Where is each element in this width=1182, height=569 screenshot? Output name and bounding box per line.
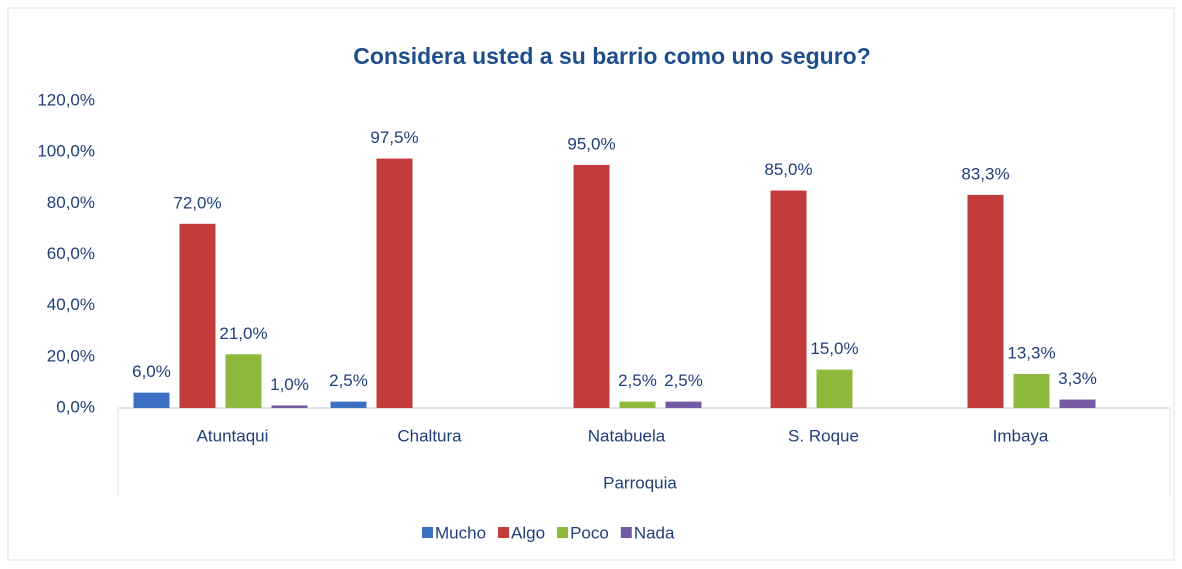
x-tick-label: S. Roque	[788, 426, 859, 445]
data-label: 83,3%	[961, 164, 1009, 183]
x-tick-label: Imbaya	[993, 426, 1049, 445]
legend-swatch	[498, 527, 510, 538]
legend-label: Mucho	[435, 523, 486, 542]
y-tick-label: 100,0%	[37, 142, 95, 161]
x-tick-label: Natabuela	[588, 426, 666, 445]
bar	[179, 223, 216, 408]
data-label: 3,3%	[1058, 369, 1097, 388]
data-label: 1,0%	[270, 375, 309, 394]
bar	[225, 354, 262, 408]
bar	[967, 194, 1004, 408]
chart-title: Considera usted a su barrio como uno seg…	[353, 43, 871, 69]
x-tick-label: Chaltura	[397, 426, 462, 445]
y-tick-label: 0,0%	[56, 397, 95, 416]
bar	[376, 158, 413, 408]
bar	[271, 405, 308, 408]
data-label: 2,5%	[664, 371, 703, 390]
data-label: 85,0%	[764, 160, 812, 179]
bar	[619, 401, 656, 408]
data-label: 13,3%	[1007, 343, 1055, 362]
bar	[1013, 373, 1050, 408]
data-label: 97,5%	[370, 128, 418, 147]
data-label: 72,0%	[173, 193, 221, 212]
bar	[665, 401, 702, 408]
data-label: 2,5%	[329, 371, 368, 390]
bar	[816, 369, 853, 408]
data-label: 95,0%	[567, 134, 615, 153]
chart-border	[7, 7, 1175, 561]
y-tick-label: 60,0%	[47, 244, 95, 263]
data-label: 2,5%	[618, 371, 657, 390]
y-tick-label: 80,0%	[47, 193, 95, 212]
y-tick-label: 120,0%	[37, 90, 95, 109]
bar	[573, 164, 610, 408]
bar	[133, 392, 170, 408]
y-tick-label: 40,0%	[47, 295, 95, 314]
legend-label: Algo	[511, 523, 545, 542]
legend-swatch	[620, 527, 632, 538]
y-tick-label: 20,0%	[47, 346, 95, 365]
data-label: 6,0%	[132, 362, 171, 381]
data-label: 15,0%	[810, 339, 858, 358]
data-label: 21,0%	[219, 324, 267, 343]
x-axis-title: Parroquia	[603, 473, 677, 492]
legend-swatch	[422, 527, 433, 538]
bar	[330, 401, 367, 408]
bar	[770, 190, 807, 408]
legend-label: Poco	[570, 523, 609, 542]
legend-swatch	[557, 527, 569, 538]
bar	[1059, 399, 1096, 408]
legend-label: Nada	[634, 523, 675, 542]
x-tick-label: Atuntaqui	[197, 426, 269, 445]
